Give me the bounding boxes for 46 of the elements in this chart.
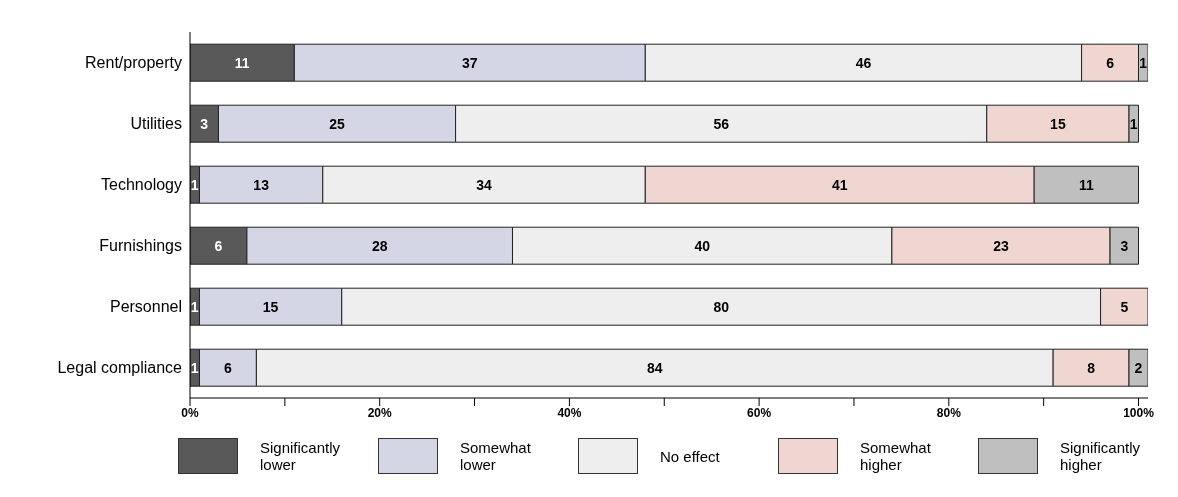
data-label: 11 bbox=[234, 54, 250, 71]
legend-label: Significantly higher bbox=[1060, 439, 1142, 473]
data-label: 80 bbox=[713, 298, 730, 315]
data-label: 1 bbox=[190, 298, 199, 315]
y-tick-label: Legal compliance bbox=[57, 359, 183, 377]
data-label: 23 bbox=[993, 237, 1009, 254]
data-label: 40 bbox=[694, 237, 711, 254]
data-label: 3 bbox=[200, 115, 209, 132]
data-label: 6 bbox=[224, 359, 233, 376]
data-label: 56 bbox=[713, 115, 730, 132]
x-tick-label: 80% bbox=[936, 405, 962, 420]
legend-label: Significantly lower bbox=[260, 439, 342, 473]
data-label: 1 bbox=[1129, 115, 1138, 132]
data-label: 2 bbox=[1134, 359, 1143, 376]
data-label: 6 bbox=[214, 237, 223, 254]
x-tick-label: 20% bbox=[367, 405, 393, 420]
y-tick-label: Personnel bbox=[109, 298, 182, 316]
data-label: 34 bbox=[476, 176, 493, 193]
y-tick-label: Utilities bbox=[130, 115, 182, 133]
y-tick-label: Furnishings bbox=[99, 237, 182, 255]
legend-label: Somewhat lower bbox=[460, 439, 532, 473]
data-label: 41 bbox=[831, 176, 848, 193]
data-label: 1 bbox=[190, 176, 199, 193]
data-label: 3 bbox=[1120, 237, 1129, 254]
data-label: 37 bbox=[462, 54, 478, 71]
data-label: 46 bbox=[855, 54, 872, 71]
data-label: 8 bbox=[1087, 359, 1096, 376]
legend-label: Somewhat higher bbox=[860, 439, 932, 473]
data-label: 15 bbox=[262, 298, 279, 315]
data-label: 28 bbox=[371, 237, 388, 254]
data-label: 1 bbox=[190, 359, 199, 376]
data-label: 13 bbox=[253, 176, 270, 193]
x-tick-label: 60% bbox=[747, 405, 772, 420]
x-tick-label: 40% bbox=[557, 405, 582, 420]
data-label: 1 bbox=[1139, 54, 1148, 71]
y-tick-label: Rent/property bbox=[85, 54, 182, 72]
data-label: 11 bbox=[1078, 176, 1094, 193]
legend-label: No effect bbox=[660, 447, 721, 465]
y-tick-label: Technology bbox=[101, 176, 182, 194]
data-label: 25 bbox=[329, 115, 346, 132]
data-label: 6 bbox=[1106, 54, 1115, 71]
data-label: 15 bbox=[1050, 115, 1066, 132]
data-label: 5 bbox=[1120, 298, 1129, 315]
x-tick-label: 0% bbox=[181, 405, 199, 420]
x-tick-label: 100% bbox=[1123, 405, 1155, 420]
data-label: 84 bbox=[646, 359, 663, 376]
